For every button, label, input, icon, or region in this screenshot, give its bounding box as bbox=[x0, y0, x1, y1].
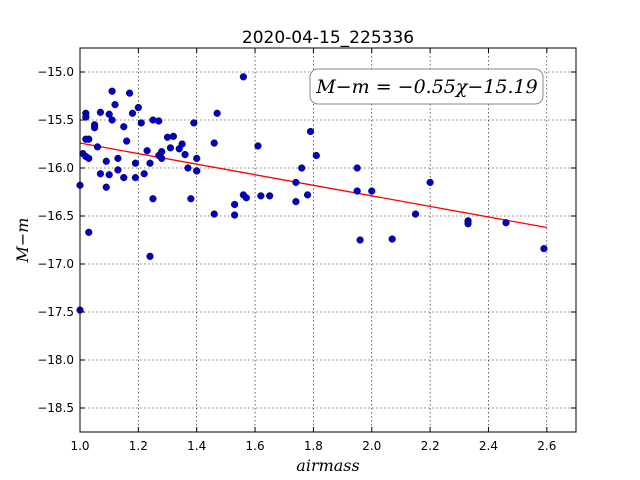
data-point bbox=[312, 151, 320, 160]
grid-lines bbox=[79, 48, 576, 432]
y-tick-label: −15.0 bbox=[37, 65, 74, 79]
data-point bbox=[114, 166, 122, 174]
x-tick-label: 1.6 bbox=[246, 439, 265, 453]
data-point bbox=[368, 187, 376, 195]
data-point bbox=[190, 119, 198, 127]
y-tick-label: −18.0 bbox=[37, 353, 74, 367]
data-point bbox=[85, 154, 93, 163]
data-point bbox=[82, 113, 90, 121]
equation-box-frame bbox=[309, 68, 544, 105]
data-point bbox=[96, 170, 105, 178]
data-point bbox=[426, 178, 434, 187]
data-point bbox=[85, 135, 93, 143]
y-axis-label: M−m bbox=[13, 218, 32, 264]
data-point bbox=[292, 178, 300, 187]
x-tick-label: 1.4 bbox=[187, 439, 206, 453]
data-point bbox=[193, 167, 201, 175]
data-point bbox=[181, 150, 189, 159]
data-point bbox=[303, 191, 312, 199]
data-point bbox=[231, 200, 239, 209]
y-tick-label: −17.5 bbox=[37, 305, 74, 319]
equation-box: M−m = −0.55χ−15.19 bbox=[309, 68, 544, 105]
data-point bbox=[231, 211, 239, 219]
data-point bbox=[411, 210, 420, 218]
data-point bbox=[114, 154, 122, 163]
data-point bbox=[108, 116, 116, 124]
data-point bbox=[155, 117, 163, 125]
data-point bbox=[187, 195, 195, 203]
data-point bbox=[111, 101, 119, 109]
y-tick-label: −17.0 bbox=[37, 257, 74, 271]
x-axis-ticks: 1.0 1.2 1.4 1.6 1.8 2.0 2.2 2.4 2.6 bbox=[70, 48, 556, 453]
data-point bbox=[137, 119, 145, 127]
data-point bbox=[210, 139, 218, 147]
x-tick-label: 2.2 bbox=[421, 439, 440, 453]
data-point bbox=[102, 183, 110, 191]
data-point bbox=[254, 142, 262, 150]
data-point bbox=[146, 252, 154, 260]
data-point bbox=[131, 174, 140, 182]
data-point bbox=[120, 174, 128, 182]
data-point bbox=[90, 124, 99, 132]
data-point bbox=[210, 210, 218, 218]
plot-frame bbox=[79, 47, 577, 433]
x-tick-label: 2.0 bbox=[362, 439, 381, 453]
data-point bbox=[85, 228, 93, 236]
data-point bbox=[298, 164, 306, 172]
x-tick-label: 2.6 bbox=[537, 439, 556, 453]
data-point bbox=[140, 170, 148, 178]
data-point bbox=[193, 154, 201, 163]
data-point bbox=[356, 236, 364, 244]
data-point bbox=[158, 148, 166, 156]
data-point bbox=[292, 198, 300, 206]
data-point bbox=[105, 171, 113, 179]
data-point bbox=[540, 245, 548, 253]
data-point bbox=[120, 123, 128, 131]
data-point bbox=[134, 103, 142, 112]
data-points bbox=[76, 73, 548, 314]
data-point bbox=[306, 127, 315, 136]
data-point bbox=[131, 159, 140, 167]
equation-text: M−m = −0.55χ−15.19 bbox=[315, 76, 537, 98]
y-tick-label: −15.5 bbox=[37, 113, 74, 127]
data-point bbox=[242, 194, 250, 202]
data-point bbox=[102, 157, 110, 165]
data-point bbox=[353, 187, 361, 195]
data-point bbox=[502, 219, 510, 227]
data-point bbox=[169, 132, 177, 140]
data-point bbox=[166, 144, 175, 152]
data-point bbox=[123, 137, 131, 145]
data-point bbox=[464, 220, 472, 228]
data-point bbox=[266, 192, 274, 200]
data-point bbox=[146, 159, 154, 167]
data-point bbox=[184, 164, 192, 172]
y-tick-label: −16.0 bbox=[37, 161, 74, 175]
data-point bbox=[158, 154, 166, 163]
x-tick-label: 1.2 bbox=[129, 439, 148, 453]
data-point bbox=[126, 89, 134, 97]
y-tick-label: −18.5 bbox=[37, 401, 74, 415]
data-point bbox=[149, 195, 157, 203]
data-point bbox=[257, 192, 265, 200]
data-point bbox=[178, 140, 186, 148]
x-tick-label: 2.4 bbox=[479, 439, 498, 453]
y-axis-ticks: −15.0 −15.5 −16.0 −16.5 −17.0 −17.5 −18.0 −18.5 bbox=[37, 65, 576, 415]
data-point bbox=[213, 109, 221, 117]
chart-title: 2020-04-15_225336 bbox=[242, 28, 414, 48]
y-tick-label: −16.5 bbox=[37, 209, 74, 223]
data-point bbox=[143, 147, 151, 155]
data-point bbox=[96, 108, 105, 116]
data-point bbox=[388, 235, 396, 243]
x-axis-label: airmass bbox=[296, 456, 359, 475]
data-point bbox=[93, 143, 102, 151]
x-tick-label: 1.0 bbox=[70, 439, 89, 453]
data-point bbox=[239, 73, 247, 81]
data-point bbox=[108, 87, 116, 95]
x-tick-label: 1.8 bbox=[304, 439, 323, 453]
data-point bbox=[105, 110, 113, 118]
data-point bbox=[353, 164, 361, 172]
data-point bbox=[128, 109, 137, 117]
